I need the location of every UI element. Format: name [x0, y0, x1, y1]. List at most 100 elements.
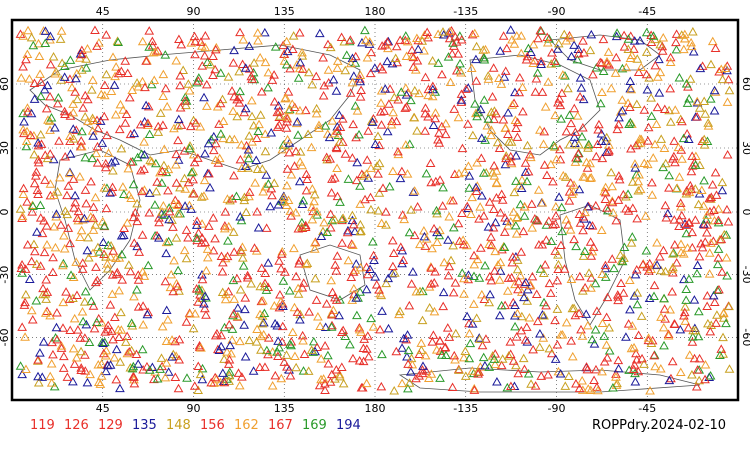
triangle-outline-icon: [512, 308, 523, 318]
triangle-outline-icon: [272, 107, 283, 117]
triangle-outline-icon: [33, 154, 44, 164]
triangle-outline-icon: [361, 169, 372, 178]
triangle-outline-icon: [552, 340, 563, 349]
triangle-outline-icon: [143, 260, 154, 270]
triangle-outline-icon: [711, 318, 721, 327]
triangle-outline-icon: [681, 188, 692, 198]
triangle-outline-icon: [243, 163, 253, 172]
triangle-outline-icon: [56, 220, 66, 229]
triangle-outline-icon: [297, 47, 307, 57]
triangle-outline-icon: [552, 304, 563, 313]
triangle-outline-icon: [407, 51, 417, 61]
triangle-outline-icon: [135, 119, 146, 129]
triangle-outline-icon: [277, 246, 288, 256]
triangle-outline-icon: [520, 158, 531, 167]
triangle-outline-icon: [427, 91, 438, 101]
triangle-outline-icon: [62, 190, 72, 200]
triangle-outline-icon: [165, 282, 176, 292]
triangle-outline-icon: [549, 142, 560, 151]
triangle-outline-icon: [174, 354, 185, 364]
triangle-outline-icon: [434, 128, 444, 137]
triangle-outline-icon: [331, 266, 342, 275]
triangle-outline-icon: [499, 242, 510, 251]
triangle-outline-icon: [646, 37, 657, 46]
triangle-outline-icon: [88, 213, 99, 223]
triangle-outline-icon: [642, 84, 653, 94]
triangle-outline-icon: [348, 353, 358, 363]
triangle-outline-icon: [279, 192, 289, 202]
triangle-outline-icon: [261, 223, 272, 232]
triangle-outline-icon: [310, 273, 321, 283]
triangle-outline-icon: [306, 345, 317, 354]
triangle-outline-icon: [122, 218, 133, 227]
triangle-outline-icon: [253, 126, 264, 136]
triangle-outline-icon: [519, 211, 530, 220]
triangle-outline-icon: [155, 364, 165, 373]
triangle-outline-icon: [597, 153, 608, 163]
triangle-outline-icon: [236, 163, 247, 172]
triangle-outline-icon: [686, 166, 697, 176]
triangle-outline-icon: [40, 26, 51, 35]
triangle-outline-icon: [513, 368, 524, 378]
triangle-outline-icon: [589, 339, 600, 348]
triangle-outline-icon: [590, 200, 601, 210]
triangle-outline-icon: [617, 256, 628, 266]
triangle-outline-icon: [256, 331, 266, 341]
triangle-outline-icon: [556, 202, 567, 212]
triangle-outline-icon: [673, 142, 684, 152]
triangle-outline-icon: [438, 287, 449, 297]
triangle-outline-icon: [189, 157, 200, 167]
triangle-outline-icon: [689, 353, 700, 363]
triangle-outline-icon: [354, 355, 365, 365]
right-lat-label: 0: [740, 209, 750, 216]
triangle-outline-icon: [282, 362, 292, 371]
triangle-outline-icon: [252, 28, 263, 37]
triangle-outline-icon: [348, 71, 359, 80]
triangle-outline-icon: [573, 148, 584, 158]
triangle-outline-icon: [613, 171, 624, 180]
triangle-outline-icon: [132, 78, 142, 87]
triangle-outline-icon: [447, 49, 458, 58]
triangle-outline-icon: [121, 109, 132, 118]
triangle-outline-icon: [174, 34, 184, 44]
legend-item: 126: [64, 418, 89, 433]
triangle-outline-icon: [663, 329, 674, 339]
triangle-outline-icon: [613, 295, 623, 305]
triangle-outline-icon: [336, 327, 347, 336]
triangle-outline-icon: [210, 64, 220, 74]
triangle-outline-icon: [160, 276, 171, 286]
triangle-outline-icon: [602, 205, 613, 215]
triangle-outline-icon: [368, 322, 379, 331]
triangle-outline-icon: [611, 369, 621, 378]
triangle-outline-icon: [122, 331, 133, 340]
triangle-outline-icon: [679, 307, 690, 317]
triangle-outline-icon: [137, 76, 148, 86]
triangle-outline-icon: [342, 227, 353, 237]
triangle-outline-icon: [420, 108, 431, 118]
triangle-outline-icon: [169, 255, 179, 265]
triangle-outline-icon: [522, 140, 533, 150]
triangle-outline-icon: [600, 260, 611, 270]
triangle-outline-icon: [584, 268, 594, 277]
triangle-outline-icon: [161, 358, 172, 367]
triangle-outline-icon: [22, 107, 33, 116]
triangle-outline-icon: [248, 120, 259, 130]
triangle-outline-icon: [144, 188, 155, 197]
triangle-outline-icon: [273, 336, 283, 345]
triangle-outline-icon: [522, 284, 533, 294]
triangle-outline-icon: [567, 351, 578, 361]
triangle-outline-icon: [709, 106, 720, 115]
triangle-outline-icon: [400, 103, 411, 112]
triangle-outline-icon: [612, 124, 623, 134]
triangle-outline-icon: [501, 43, 512, 53]
triangle-outline-icon: [235, 212, 246, 221]
triangle-outline-icon: [419, 30, 430, 39]
triangle-outline-icon: [117, 275, 128, 284]
triangle-outline-icon: [542, 37, 553, 47]
triangle-outline-icon: [163, 367, 174, 376]
triangle-outline-icon: [655, 67, 666, 77]
triangle-outline-icon: [173, 114, 184, 124]
triangle-outline-icon: [77, 126, 87, 136]
triangle-outline-icon: [477, 190, 487, 200]
